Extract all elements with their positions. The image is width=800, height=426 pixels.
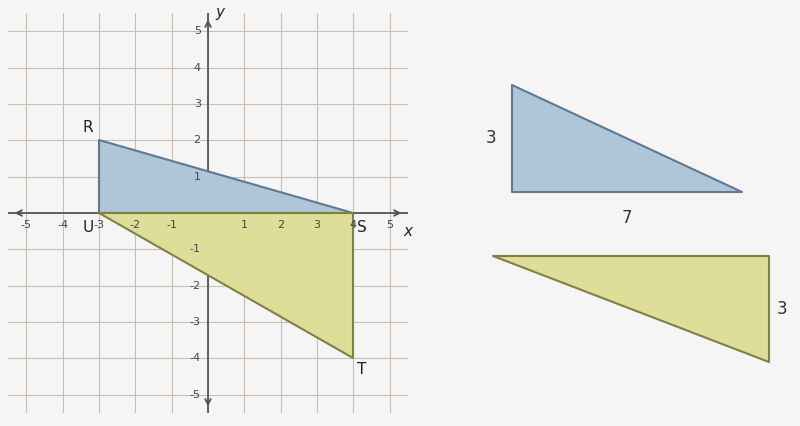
Text: -5: -5 <box>190 390 201 400</box>
Text: 1: 1 <box>241 220 248 230</box>
Text: x: x <box>403 224 413 239</box>
Text: -4: -4 <box>190 354 201 363</box>
Text: 3: 3 <box>486 130 497 147</box>
Text: T: T <box>357 362 366 377</box>
Text: -5: -5 <box>21 220 32 230</box>
Text: 3: 3 <box>314 220 321 230</box>
Text: 1: 1 <box>194 172 201 181</box>
Text: 5: 5 <box>194 26 201 36</box>
Text: y: y <box>215 6 224 20</box>
Text: -1: -1 <box>166 220 177 230</box>
Text: -1: -1 <box>190 245 201 254</box>
Text: R: R <box>83 120 94 135</box>
Text: -2: -2 <box>190 281 201 291</box>
Text: -3: -3 <box>190 317 201 327</box>
Text: 2: 2 <box>194 135 201 145</box>
Text: 7: 7 <box>622 209 633 227</box>
Text: 3: 3 <box>777 300 787 318</box>
Text: -2: -2 <box>130 220 141 230</box>
Text: 3: 3 <box>194 99 201 109</box>
Text: -4: -4 <box>57 220 68 230</box>
Text: 2: 2 <box>277 220 284 230</box>
Text: 5: 5 <box>386 220 394 230</box>
Text: -3: -3 <box>94 220 105 230</box>
Text: 4: 4 <box>350 220 357 230</box>
Text: U: U <box>82 220 94 235</box>
Text: S: S <box>357 220 367 235</box>
Text: 4: 4 <box>194 63 201 72</box>
